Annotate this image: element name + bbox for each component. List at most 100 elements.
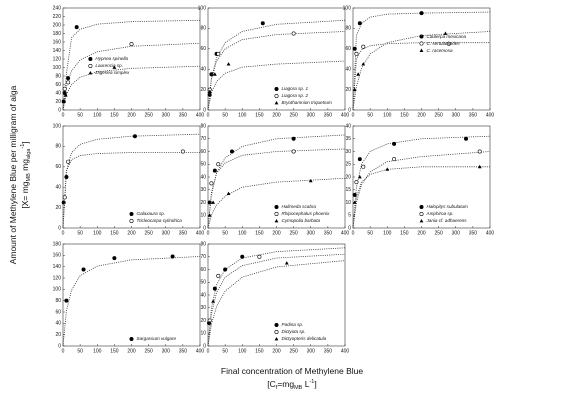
marker	[66, 159, 71, 164]
marker	[66, 80, 71, 85]
x-tick-label: 300	[162, 112, 171, 118]
label-part: L	[302, 379, 309, 389]
y-tick-label: 160	[53, 39, 62, 45]
x-tick-label: 50	[222, 230, 228, 236]
x-tick-label: 150	[110, 230, 119, 236]
marker	[211, 200, 216, 204]
x-tick-label: 300	[307, 112, 316, 118]
y-tick-label: 50	[200, 280, 206, 286]
y-tick-label: 0	[58, 225, 61, 231]
x-tick-label: 350	[179, 348, 188, 354]
marker	[132, 134, 137, 139]
legend-label: Padina sp.	[282, 322, 304, 327]
x-tick-label: 100	[238, 112, 247, 118]
label-part: -1	[20, 144, 26, 149]
x-tick-label: 0	[207, 230, 210, 236]
y-label: Amount of Methylene Blue per milligram o…	[8, 85, 18, 264]
marker	[291, 31, 296, 36]
y-tick-label: 60	[55, 164, 61, 170]
y-tick-label: 40	[55, 321, 61, 327]
x-tick-label: 200	[127, 112, 136, 118]
y-tick-label: 60	[55, 82, 61, 88]
x-tick-label: 250	[144, 112, 153, 118]
fit-curve	[352, 11, 491, 111]
y-tick-label: 100	[198, 5, 207, 11]
fit-curve	[352, 135, 491, 229]
y-tick-label: 0	[203, 225, 206, 231]
panel-frame	[62, 7, 201, 111]
legend-label: Amphiroa sp.	[426, 211, 454, 216]
marker	[385, 167, 390, 171]
x-tick-label: 350	[179, 112, 188, 118]
marker	[477, 164, 482, 169]
y-tick-label: 120	[53, 275, 62, 281]
y-tick-label: 160	[53, 253, 62, 259]
x-tick-label: 350	[469, 112, 478, 118]
x-tick-label: 150	[255, 348, 264, 354]
marker	[112, 65, 117, 69]
fit-curve	[207, 260, 346, 347]
legend-marker	[274, 101, 279, 105]
x-tick-label: 250	[289, 348, 298, 354]
y-tick-label: 140	[53, 48, 62, 54]
y-tick-label: 80	[345, 26, 351, 32]
label-part: MB	[26, 173, 32, 182]
y-tick-label: 40	[200, 67, 206, 73]
y-tick-label: 20	[200, 200, 206, 206]
x-tick-label: 50	[77, 230, 83, 236]
legend-marker	[419, 219, 424, 223]
x-tick-label: 0	[62, 348, 65, 354]
legend-label: C. racemosa	[427, 48, 453, 53]
marker	[216, 51, 221, 56]
legend-label: Caulerpa mexicana	[427, 34, 467, 39]
x-tick-label: 400	[486, 230, 495, 236]
x-tick-label: 350	[469, 230, 478, 236]
y-tick-label: 20	[55, 332, 61, 338]
marker	[229, 149, 234, 154]
marker	[81, 267, 86, 272]
x-tick-label: 0	[352, 230, 355, 236]
x-label: [Cf=mgMB L-1]	[267, 379, 316, 391]
x-tick-label: 300	[162, 230, 171, 236]
marker	[354, 51, 359, 56]
x-tick-label: 50	[367, 230, 373, 236]
marker	[226, 191, 231, 195]
marker	[207, 213, 212, 217]
legend-marker	[88, 64, 93, 69]
x-tick-label: 200	[417, 112, 426, 118]
y-tick-label: 30	[345, 149, 351, 155]
label-part: [C	[267, 379, 276, 389]
y-tick-label: 0	[58, 343, 61, 349]
fit-curve	[207, 60, 346, 111]
fit-curve	[352, 31, 491, 111]
label-part: [X= mg	[20, 181, 30, 208]
marker	[357, 21, 362, 26]
label-part: alga	[26, 148, 32, 159]
y-tick-label: 20	[200, 318, 206, 324]
legend-marker	[419, 48, 424, 52]
x-tick-label: 300	[452, 230, 461, 236]
x-tick-label: 350	[324, 348, 333, 354]
y-tick-label: 100	[53, 123, 62, 129]
marker	[212, 168, 217, 173]
y-tick-label: 30	[200, 305, 206, 311]
x-tick-label: 400	[341, 112, 350, 118]
y-tick-label: 60	[345, 46, 351, 52]
y-tick-label: 35	[345, 136, 351, 142]
legend-label: Jania cf. adhaerens	[426, 218, 468, 223]
x-tick-label: 0	[207, 348, 210, 354]
y-tick-label: 40	[55, 185, 61, 191]
y-tick-label: 10	[200, 213, 206, 219]
y-tick-label: 40	[200, 292, 206, 298]
fit-curve	[62, 65, 201, 111]
legend-label: Rhipocephalus phoenix	[282, 211, 330, 216]
x-tick-label: 300	[307, 348, 316, 354]
x-tick-label: 100	[93, 230, 102, 236]
y-tick-label: 100	[53, 287, 62, 293]
x-tick-label: 150	[110, 112, 119, 118]
x-tick-label: 250	[289, 230, 298, 236]
legend-marker	[274, 337, 279, 341]
marker	[212, 286, 217, 291]
marker	[64, 298, 69, 303]
marker	[170, 254, 175, 259]
